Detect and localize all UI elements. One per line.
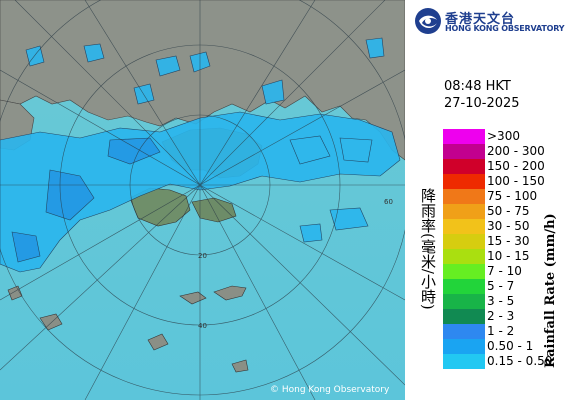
island (147, 333, 169, 351)
legend-swatch (443, 279, 485, 294)
legend-swatch (443, 234, 485, 249)
rain-cell (339, 137, 373, 163)
legend-label: 0.50 - 1 (487, 339, 534, 353)
range-ring-label: 40 (198, 322, 207, 330)
radar-map: 20 40 60 (0, 0, 405, 400)
legend-swatch (443, 129, 485, 144)
rain-cell (289, 135, 331, 165)
rain-cell (261, 79, 285, 105)
legend-labels: >300 200 - 300 150 - 200 100 - 150 75 - 100 5… (487, 129, 552, 369)
rain-echoes (0, 37, 401, 273)
bearing-line (0, 184, 201, 371)
legend-swatch (443, 219, 485, 234)
range-ring-label: 60 (384, 198, 393, 206)
legend-color-bar (443, 129, 485, 369)
legend-swatch (443, 189, 485, 204)
logo-name-english: HONG KONG OBSERVATORY (445, 24, 565, 33)
legend-label: 0.15 - 0.50 (487, 354, 553, 368)
legend-label: 75 - 100 (487, 189, 538, 203)
hko-logo-icon (415, 8, 441, 34)
legend-swatch (443, 159, 485, 174)
legend-swatch (443, 174, 485, 189)
legend-label: 100 - 150 (487, 174, 545, 188)
bearing-line (199, 184, 316, 400)
observation-time: 08:48 HKT (444, 79, 511, 94)
legend-swatch (443, 294, 485, 309)
bearing-line (199, 0, 316, 186)
legend-title-english: Rainfall Rate (mm/h) (543, 213, 558, 368)
rain-cell (83, 43, 105, 63)
legend-swatch (443, 144, 485, 159)
legend-label: 15 - 30 (487, 234, 530, 248)
legend-label: 30 - 50 (487, 219, 530, 233)
rain-cell (107, 137, 161, 165)
hko-logo: 香港天文台 HONG KONG OBSERVATORY (413, 6, 577, 36)
rain-cell (329, 207, 369, 231)
legend-label: 50 - 75 (487, 204, 530, 218)
copyright-text: © Hong Kong Observatory (270, 385, 390, 395)
island (213, 285, 247, 301)
rain-cell (11, 231, 41, 263)
island (179, 291, 207, 305)
legend-swatch (443, 339, 485, 354)
bearing-line (84, 0, 201, 186)
bearing-line (199, 184, 405, 386)
rain-cell (299, 223, 323, 243)
legend-title-chinese: 降雨率(毫米/小時) (419, 188, 437, 310)
legend-label: 2 - 3 (487, 309, 515, 323)
legend-swatch (443, 204, 485, 219)
bearing-line (14, 0, 201, 186)
bearing-line (0, 69, 201, 186)
legend-swatch (443, 309, 485, 324)
bearing-line (0, 184, 201, 301)
bearing-line (84, 184, 201, 400)
info-panel: 香港天文台 HONG KONG OBSERVATORY 08:48 HKT 27… (405, 0, 577, 400)
rain-cell (155, 55, 181, 77)
rain-cell (45, 169, 95, 221)
legend-label: 1 - 2 (487, 324, 515, 338)
legend-label: 200 - 300 (487, 144, 545, 158)
legend-swatch (443, 324, 485, 339)
logo-name-chinese: 香港天文台 (445, 12, 516, 27)
bearing-line (199, 0, 386, 186)
legend-swatch (443, 354, 485, 369)
island (231, 359, 249, 373)
legend-swatch (443, 249, 485, 264)
bearing-line (199, 69, 405, 186)
legend-label: 5 - 7 (487, 279, 515, 293)
radar-map-graphic: 20 40 60 (0, 0, 405, 400)
observation-date: 27-10-2025 (444, 96, 520, 111)
rain-cell (365, 37, 385, 59)
range-rings (0, 0, 405, 400)
legend-label: 150 - 200 (487, 159, 545, 173)
bearing-line (199, 184, 405, 301)
rain-cell (133, 83, 155, 105)
legend-label: 10 - 15 (487, 249, 530, 263)
legend-label: >300 (487, 129, 520, 143)
legend-swatch (443, 264, 485, 279)
range-ring-label: 20 (198, 252, 207, 260)
legend-label: 7 - 10 (487, 264, 522, 278)
legend-label: 3 - 5 (487, 294, 515, 308)
